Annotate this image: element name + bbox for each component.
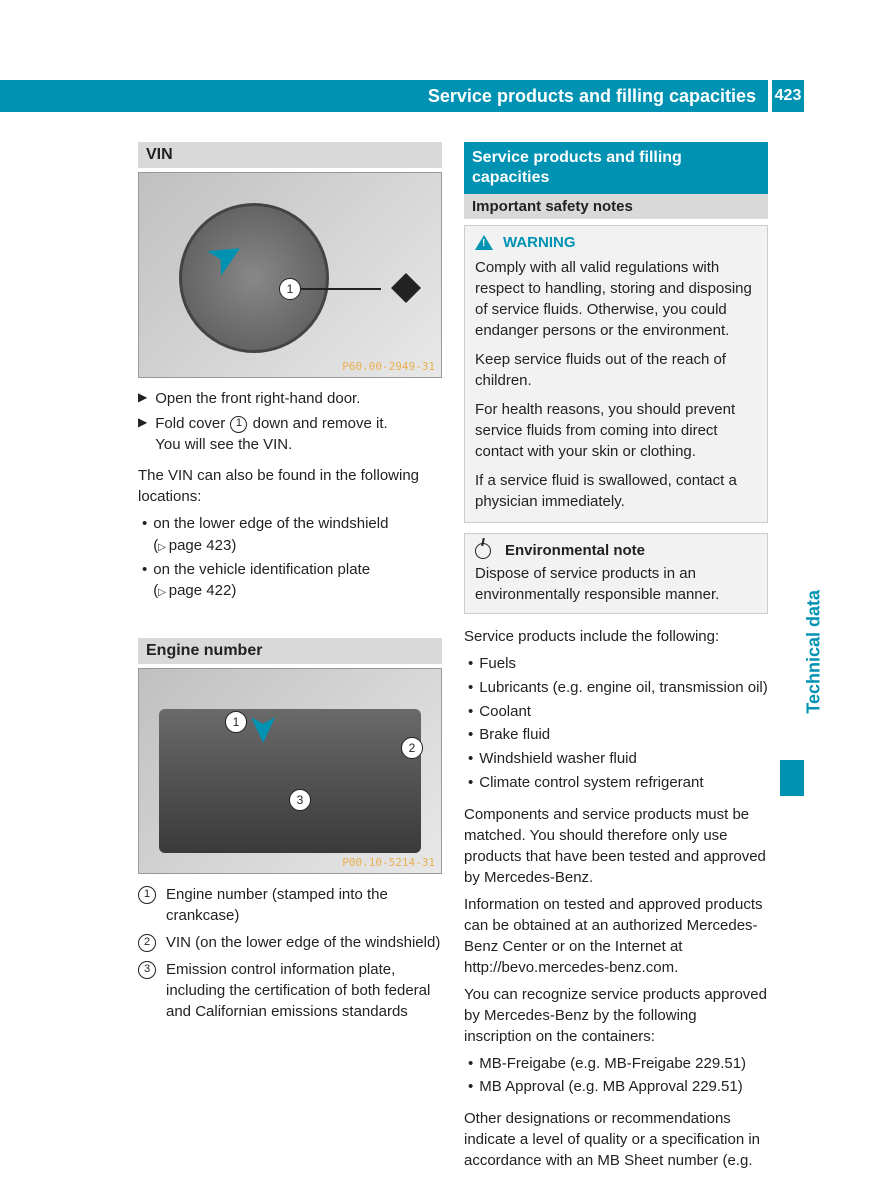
inline-callout-1: 1	[230, 416, 247, 433]
warning-label: WARNING	[503, 234, 576, 251]
side-tab-block	[780, 760, 804, 796]
env-text: Dispose of service products in an enviro…	[475, 563, 757, 605]
figure-callout-2: 2	[401, 737, 423, 759]
recognize-para: You can recognize service products appro…	[464, 984, 768, 1047]
info-para: Information on tested and approved produ…	[464, 894, 768, 978]
product-item: Fuels	[479, 653, 768, 675]
inscription-item: MB-Freigabe (e.g. MB-Freigabe 229.51)	[479, 1053, 768, 1075]
vin-figure: ➤ 1 P60.00-2949-31	[138, 172, 442, 378]
vin-steps: ▶ Open the front right-hand door. ▶ Fold…	[138, 388, 442, 455]
page-number: 423	[772, 80, 804, 112]
legend-num-3: 3	[138, 961, 156, 979]
vin-step-1: Open the front right-hand door.	[155, 388, 360, 409]
env-label: Environmental note	[505, 542, 645, 559]
product-item: Windshield washer fluid	[479, 748, 768, 770]
env-head: Environmental note	[475, 542, 757, 559]
legend-text-2: VIN (on the lower edge of the windshield…	[166, 932, 440, 953]
products-intro: Service products include the following:	[464, 626, 768, 647]
warning-box: WARNING Comply with all valid regulation…	[464, 225, 768, 523]
page-content: VIN ➤ 1 P60.00-2949-31 ▶ Open the front …	[138, 142, 768, 1177]
warning-p1: Comply with all valid regulations with r…	[475, 257, 757, 341]
inscription-item: MB Approval (e.g. MB Approval 229.51)	[479, 1076, 768, 1098]
figure-callout-1: 1	[225, 711, 247, 733]
side-tab-label: Technical data	[804, 590, 825, 714]
figure-id: P60.00-2949-31	[342, 360, 435, 373]
other-designations-para: Other designations or recommendations in…	[464, 1108, 768, 1171]
safety-notes-title: Important safety notes	[464, 194, 768, 219]
vin-location-1: on the lower edge of the windshield(page…	[153, 513, 442, 557]
service-products-title: Service products and filling capacities	[464, 142, 768, 194]
product-item: Coolant	[479, 701, 768, 723]
product-item: Lubricants (e.g. engine oil, transmissio…	[479, 677, 768, 699]
figure-arrow-icon: ➤	[243, 715, 283, 744]
legend-num-2: 2	[138, 934, 156, 952]
page-header-title: Service products and filling capacities	[428, 86, 756, 107]
figure-callout-3: 3	[289, 789, 311, 811]
vin-title: VIN	[138, 142, 442, 168]
step-marker-icon: ▶	[138, 413, 147, 455]
legend-text-3: Emission control information plate, incl…	[166, 959, 442, 1022]
vin-locations-intro: The VIN can also be found in the followi…	[138, 465, 442, 507]
legend-num-1: 1	[138, 886, 156, 904]
vin-step-2: Fold cover 1 down and remove it.You will…	[155, 413, 387, 455]
warning-p3: For health reasons, you should prevent s…	[475, 399, 757, 462]
warning-p2: Keep service fluids out of the reach of …	[475, 349, 757, 391]
warning-p4: If a service fluid is swallowed, contact…	[475, 470, 757, 512]
warning-icon	[475, 235, 493, 250]
page-header-bar: Service products and filling capacities	[0, 80, 768, 112]
engine-legend: 1 Engine number (stamped into the crankca…	[138, 884, 442, 1022]
inscriptions-list: MB-Freigabe (e.g. MB-Freigabe 229.51) MB…	[464, 1053, 768, 1099]
left-column: VIN ➤ 1 P60.00-2949-31 ▶ Open the front …	[138, 142, 442, 1177]
product-item: Climate control system refrigerant	[479, 772, 768, 794]
products-list: Fuels Lubricants (e.g. engine oil, trans…	[464, 653, 768, 794]
environmental-note-box: Environmental note Dispose of service pr…	[464, 533, 768, 614]
right-column: Service products and filling capacities …	[464, 142, 768, 1177]
figure-callout-1: 1	[279, 278, 301, 300]
warning-head: WARNING	[475, 234, 757, 251]
components-para: Components and service products must be …	[464, 804, 768, 888]
environment-icon	[475, 543, 491, 559]
step-marker-icon: ▶	[138, 388, 147, 409]
engine-figure: ➤ 1 2 3 P00.10-5214-31	[138, 668, 442, 874]
figure-id: P00.10-5214-31	[342, 856, 435, 869]
product-item: Brake fluid	[479, 724, 768, 746]
engine-title: Engine number	[138, 638, 442, 664]
vin-location-2: on the vehicle identification plate(page…	[153, 559, 442, 603]
legend-text-1: Engine number (stamped into the crankcas…	[166, 884, 442, 926]
vin-location-list: on the lower edge of the windshield(page…	[138, 513, 442, 602]
